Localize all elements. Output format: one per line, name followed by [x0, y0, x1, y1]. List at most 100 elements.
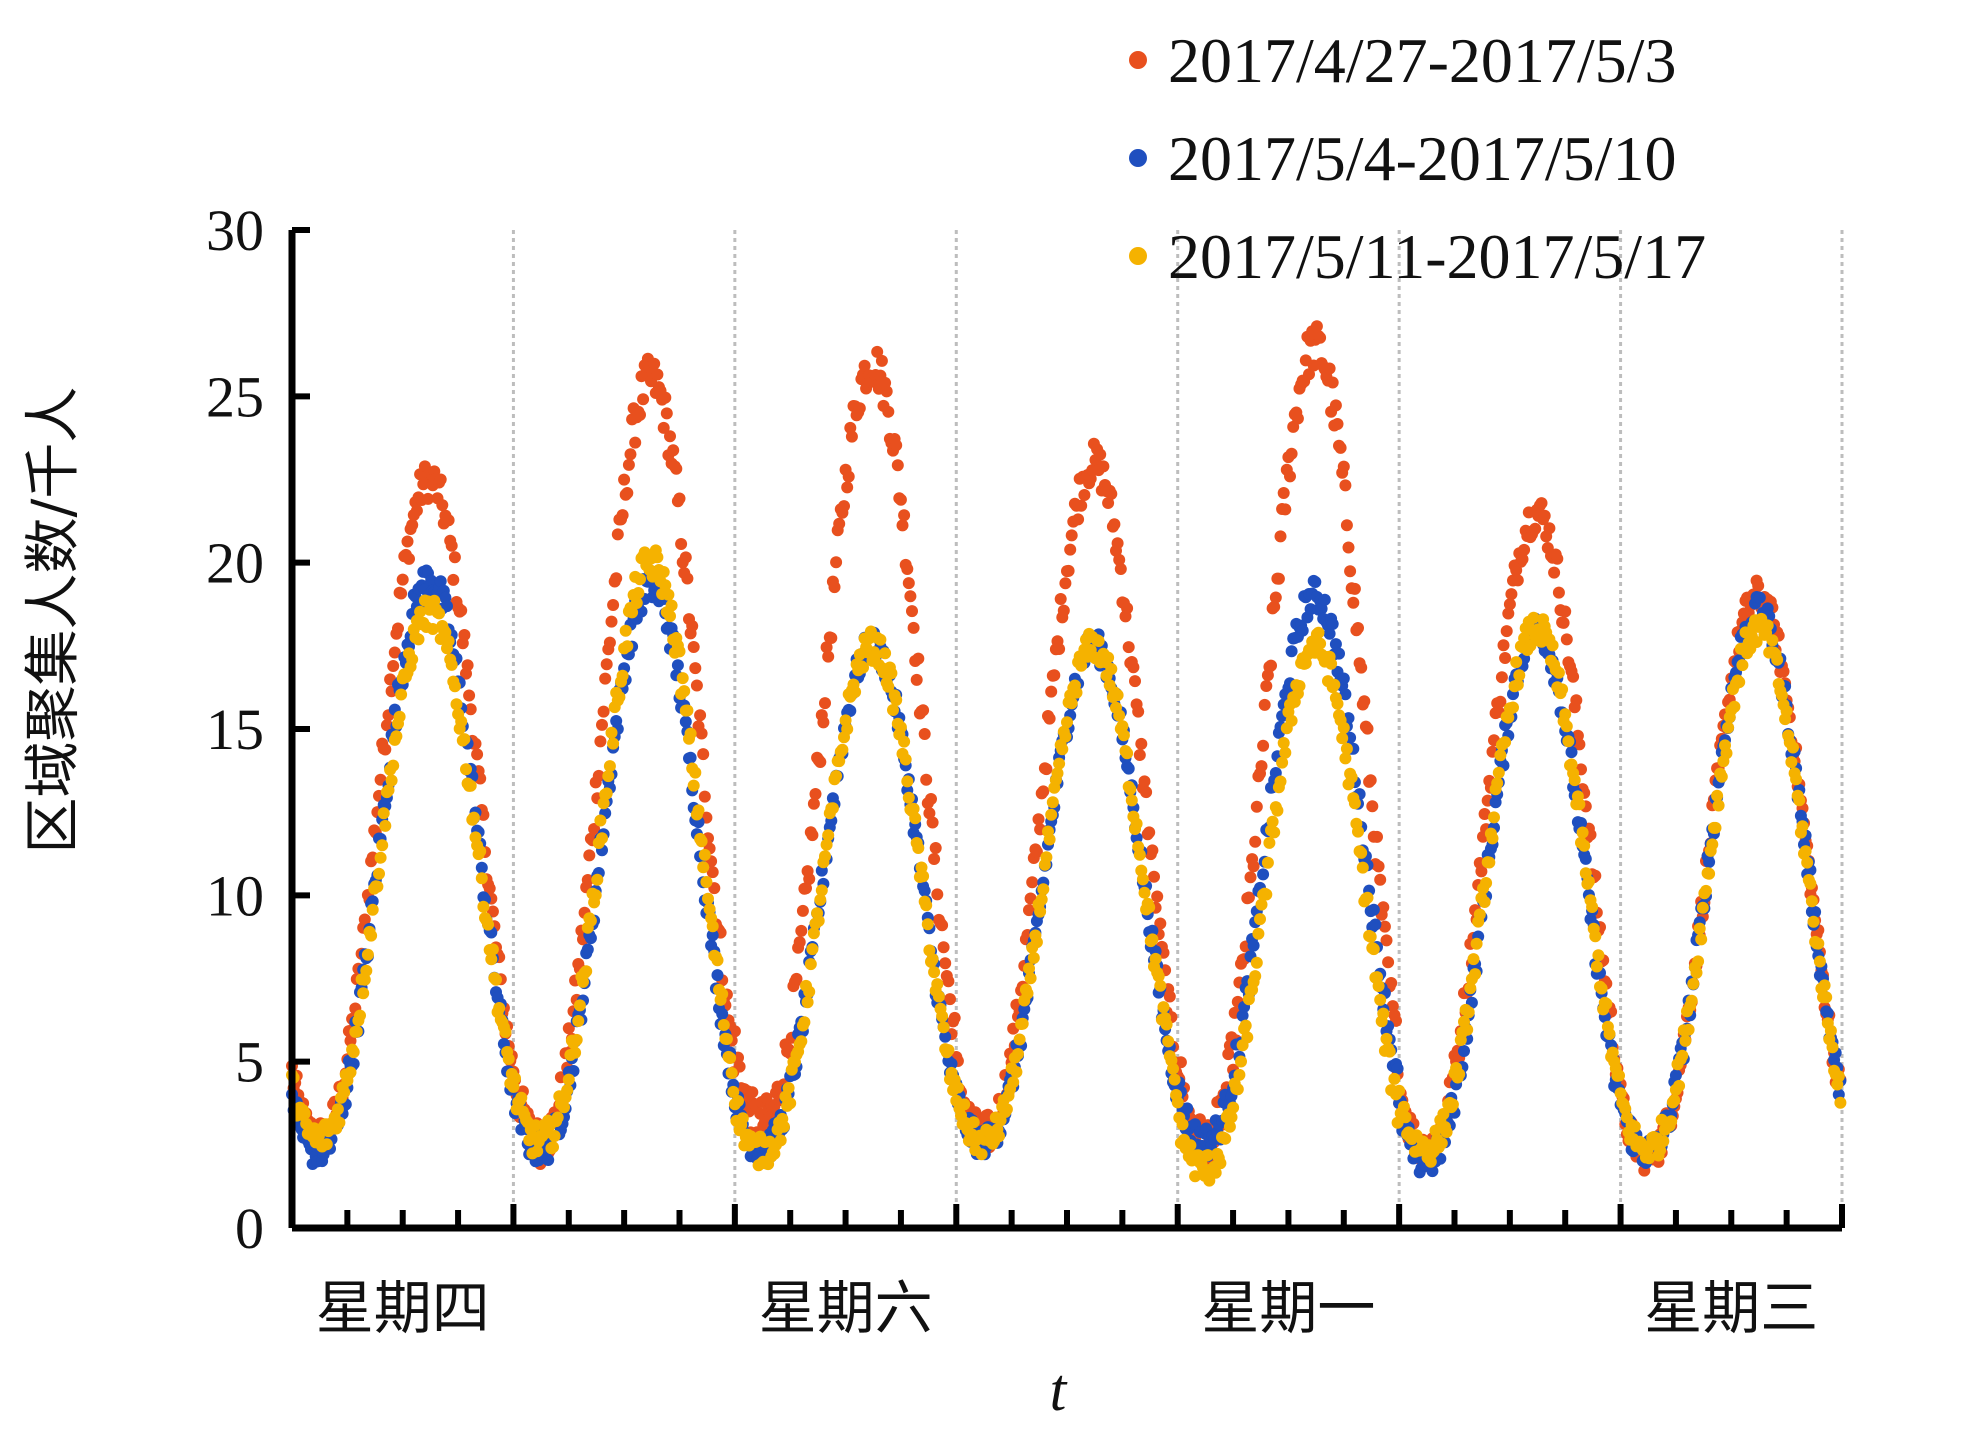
- data-point: [1576, 826, 1589, 839]
- data-point: [366, 895, 379, 908]
- data-point: [1125, 794, 1138, 807]
- data-point: [1339, 688, 1352, 701]
- data-point: [1568, 774, 1581, 787]
- data-point: [442, 514, 455, 527]
- data-point: [1804, 877, 1817, 890]
- data-point: [1488, 811, 1500, 824]
- data-point: [434, 473, 447, 486]
- data-point: [1318, 593, 1331, 606]
- data-point: [1312, 626, 1325, 639]
- data-point: [581, 943, 594, 956]
- data-point: [486, 905, 499, 918]
- data-point: [1260, 888, 1273, 901]
- data-point: [929, 842, 942, 854]
- data-point: [1538, 509, 1551, 522]
- data-point: [923, 807, 936, 820]
- data-point: [679, 715, 692, 728]
- data-point: [1078, 489, 1091, 501]
- data-point: [874, 633, 887, 646]
- data-point: [624, 448, 637, 461]
- data-point: [1491, 777, 1504, 790]
- data-point: [1201, 1149, 1214, 1162]
- data-point: [1696, 901, 1709, 914]
- data-point: [1023, 962, 1035, 975]
- data-point: [467, 811, 480, 824]
- data-point: [1475, 865, 1488, 878]
- data-point: [1821, 1007, 1834, 1020]
- data-point: [894, 721, 907, 734]
- data-point: [1268, 600, 1281, 613]
- data-point: [667, 444, 680, 457]
- data-point: [1374, 993, 1387, 1006]
- data-point: [1478, 808, 1491, 820]
- data-point: [1492, 766, 1505, 779]
- data-point: [1053, 757, 1066, 770]
- data-point: [817, 716, 830, 729]
- data-point: [1832, 1070, 1845, 1083]
- data-point: [819, 850, 831, 863]
- data-point: [698, 848, 711, 861]
- data-point: [1032, 813, 1045, 826]
- data-point: [841, 723, 854, 736]
- data-point: [1575, 817, 1587, 829]
- data-point: [871, 345, 884, 358]
- data-point: [1339, 479, 1352, 492]
- data-point: [1834, 1096, 1847, 1109]
- data-point: [1500, 625, 1513, 638]
- data-point: [1695, 933, 1708, 946]
- data-point: [1013, 1033, 1026, 1046]
- data-point: [925, 793, 937, 805]
- data-point: [720, 1033, 733, 1045]
- data-point: [1453, 1068, 1466, 1081]
- data-point: [1105, 663, 1118, 675]
- y-axis-title: 区域聚集人数/千人: [21, 387, 86, 854]
- data-point: [890, 694, 903, 706]
- data-point: [621, 640, 634, 653]
- data-point: [1059, 730, 1072, 743]
- data-point: [1573, 738, 1586, 751]
- data-point: [425, 574, 438, 587]
- data-point: [1314, 637, 1327, 650]
- data-point: [1152, 970, 1165, 983]
- data-point: [777, 1120, 790, 1133]
- data-point: [692, 804, 705, 817]
- data-point: [902, 791, 915, 804]
- data-point: [1325, 657, 1338, 670]
- data-point: [1329, 399, 1342, 412]
- data-point: [1092, 635, 1105, 647]
- data-point: [1242, 891, 1255, 904]
- data-point: [795, 924, 808, 937]
- data-point: [1168, 1073, 1181, 1086]
- data-point: [1529, 522, 1542, 535]
- data-point: [1486, 832, 1499, 845]
- data-point: [1787, 741, 1799, 754]
- data-point: [958, 1098, 971, 1111]
- data-point: [374, 851, 387, 864]
- data-point: [660, 407, 673, 420]
- data-point: [584, 932, 597, 945]
- data-point: [1034, 905, 1047, 918]
- data-point: [1227, 1101, 1240, 1114]
- data-point: [613, 691, 626, 704]
- data-point: [857, 661, 869, 674]
- data-point: [1565, 746, 1578, 759]
- data-point: [1151, 890, 1164, 903]
- data-point: [1127, 661, 1140, 674]
- data-point: [580, 965, 593, 978]
- data-point: [1026, 876, 1039, 889]
- data-point: [1480, 877, 1493, 889]
- data-point: [679, 551, 692, 564]
- data-point: [706, 929, 719, 942]
- data-point: [591, 873, 604, 886]
- data-point: [1135, 737, 1148, 750]
- data-point: [1113, 709, 1126, 722]
- data-point: [1043, 833, 1056, 846]
- data-point: [551, 1111, 564, 1124]
- data-point: [1037, 785, 1050, 798]
- data-point: [1133, 848, 1146, 861]
- data-point: [1668, 1094, 1681, 1107]
- data-point: [1268, 826, 1281, 839]
- data-point: [1024, 972, 1037, 985]
- data-point: [395, 688, 408, 701]
- data-point: [1546, 639, 1559, 652]
